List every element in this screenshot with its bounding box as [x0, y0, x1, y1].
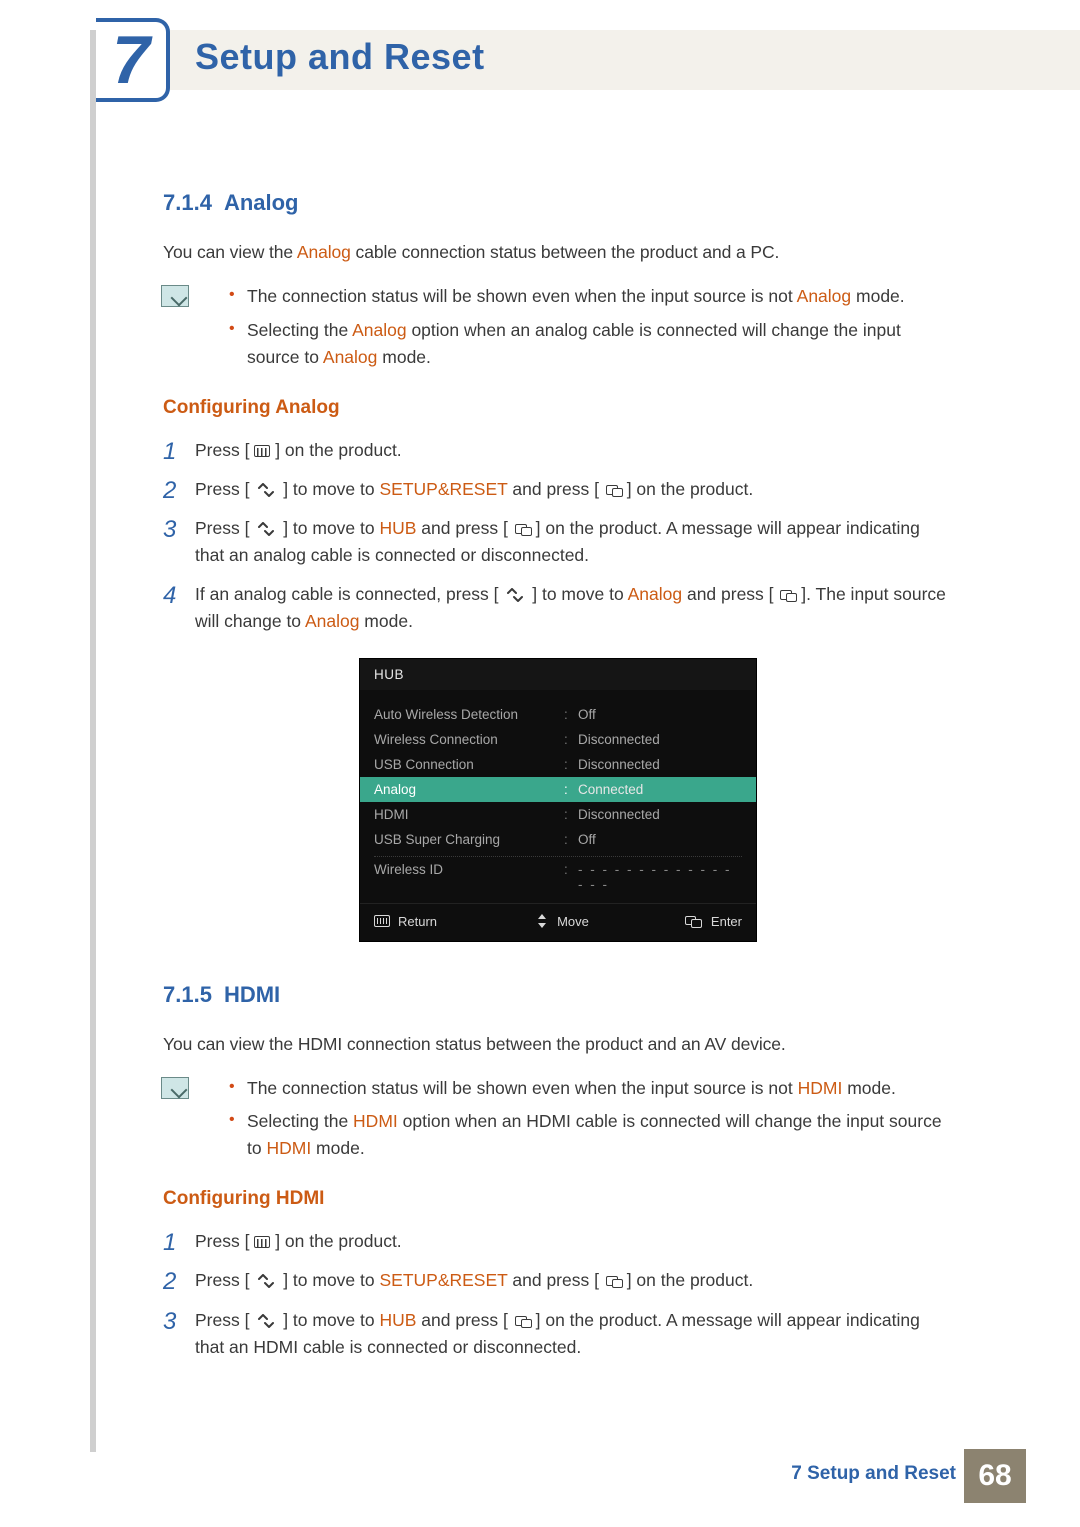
intro-text: You can view the Analog cable connection… [163, 240, 953, 265]
osd-panel: HUB Auto Wireless Detection:Off Wireless… [359, 658, 757, 942]
chapter-number-box: 7 [96, 18, 170, 102]
content: 7.1.4 Analog You can view the Analog cabl… [163, 190, 953, 1373]
steps-list: 1Press [ ] on the product. 2Press [ ] to… [163, 437, 953, 636]
osd-row: USB Connection:Disconnected [374, 752, 742, 777]
up-down-icon [254, 483, 278, 497]
step: 1Press [ ] on the product. [163, 1228, 953, 1255]
menu-icon [374, 915, 390, 927]
page: 7 Setup and Reset 7.1.4 Analog You can vi… [0, 0, 1080, 1527]
subheading: Configuring Analog [163, 397, 953, 419]
enter-icon [604, 1274, 622, 1288]
page-number: 68 [964, 1449, 1026, 1503]
osd-row: Wireless ID:- - - - - - - - - - - - - - … [374, 857, 742, 897]
move-icon [533, 914, 549, 928]
osd-row: USB Super Charging:Off [374, 827, 742, 852]
up-down-icon [254, 1314, 278, 1328]
step: 1Press [ ] on the product. [163, 437, 953, 464]
chapter-number: 7 [112, 21, 150, 99]
note-block: The connection status will be shown even… [163, 283, 953, 370]
note-block: The connection status will be shown even… [163, 1075, 953, 1162]
enter-icon [513, 522, 531, 536]
up-down-icon [254, 522, 278, 536]
subheading: Configuring HDMI [163, 1188, 953, 1210]
up-down-icon [503, 588, 527, 602]
osd-footer-enter: Enter [685, 914, 742, 929]
step: 2Press [ ] to move to SETUP&RESET and pr… [163, 1267, 953, 1294]
section-number: 7.1.5 [163, 982, 212, 1007]
steps-list: 1Press [ ] on the product. 2Press [ ] to… [163, 1228, 953, 1361]
note-item: Selecting the HDMI option when an HDMI c… [229, 1108, 953, 1162]
section-number: 7.1.4 [163, 190, 212, 215]
enter-icon [685, 915, 703, 927]
osd-footer: Return Move Enter [360, 903, 756, 941]
enter-icon [604, 483, 622, 497]
note-item: The connection status will be shown even… [229, 283, 953, 310]
note-item: Selecting the Analog option when an anal… [229, 317, 953, 371]
section-heading: 7.1.5 HDMI [163, 982, 953, 1008]
section-heading: 7.1.4 Analog [163, 190, 953, 216]
up-down-icon [254, 1274, 278, 1288]
osd-row: Auto Wireless Detection:Off [374, 702, 742, 727]
osd-row-selected: Analog:Connected [360, 777, 756, 802]
note-list: The connection status will be shown even… [229, 283, 953, 370]
step: 2Press [ ] to move to SETUP&RESET and pr… [163, 476, 953, 503]
osd-row: Wireless Connection:Disconnected [374, 727, 742, 752]
intro-text: You can view the HDMI connection status … [163, 1032, 953, 1057]
note-icon [161, 1077, 189, 1099]
step: 3Press [ ] to move to HUB and press [ ] … [163, 515, 953, 569]
enter-icon [778, 588, 796, 602]
page-footer: 7 Setup and Reset 68 [0, 1449, 1080, 1503]
left-margin-bar [90, 30, 96, 1452]
enter-icon [513, 1314, 531, 1328]
osd-footer-move: Move [533, 914, 589, 929]
chapter-title: Setup and Reset [195, 36, 485, 78]
step: 4If an analog cable is connected, press … [163, 581, 953, 635]
menu-icon [254, 1236, 270, 1248]
osd-title: HUB [360, 659, 756, 690]
osd-body: Auto Wireless Detection:Off Wireless Con… [360, 690, 756, 903]
osd-row: HDMI:Disconnected [374, 802, 742, 827]
note-icon [161, 285, 189, 307]
section-title: HDMI [224, 982, 280, 1007]
note-list: The connection status will be shown even… [229, 1075, 953, 1162]
osd-footer-return: Return [374, 914, 437, 929]
menu-icon [254, 445, 270, 457]
note-item: The connection status will be shown even… [229, 1075, 953, 1102]
footer-label: 7 Setup and Reset [791, 1463, 956, 1485]
step: 3Press [ ] to move to HUB and press [ ] … [163, 1307, 953, 1361]
section-title: Analog [224, 190, 299, 215]
